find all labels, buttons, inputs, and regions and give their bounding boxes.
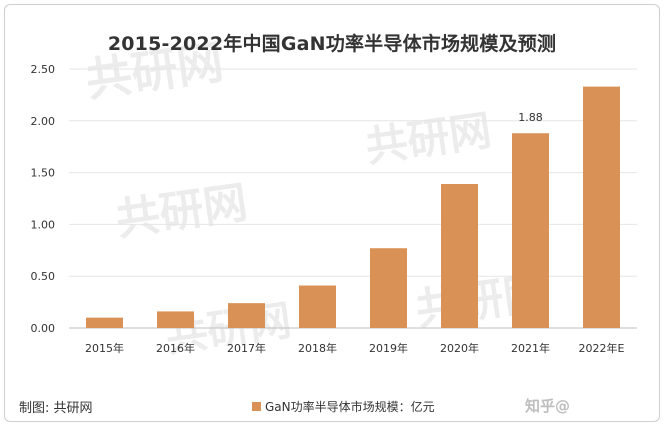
- y-tick-label: 2.50: [31, 63, 56, 76]
- bar: [583, 86, 620, 328]
- site-watermark: 知乎@ www.gonyn.com: [525, 397, 659, 421]
- y-tick-label: 2.00: [31, 115, 56, 128]
- x-tick-label: 2022年E: [579, 341, 625, 355]
- y-tick-label: 1.00: [31, 218, 56, 231]
- legend-label: GaN功率半导体市场规模：亿元: [265, 400, 435, 414]
- bar: [441, 183, 478, 328]
- chart-frame: 共研网 共研网 共研网 共研网 共研网 2015-2022年中国GaN功率半导体…: [4, 4, 660, 422]
- bar: [512, 133, 549, 328]
- bar-chart: 0.00 0.50 1.00 1.50 2.00 2.50 2015年 2016年 2017年 2…: [31, 63, 637, 355]
- legend: GaN功率半导体市场规模：亿元: [252, 398, 435, 415]
- bar: [228, 303, 265, 328]
- bar: [157, 311, 194, 328]
- x-tick-label: 2021年: [511, 341, 550, 355]
- y-tick-label: 0.50: [31, 270, 56, 283]
- x-tick-label: 2017年: [227, 341, 266, 355]
- x-tick-label: 2020年: [440, 341, 479, 355]
- bar: [86, 317, 123, 328]
- x-tick-label: 2018年: [298, 341, 337, 355]
- chart-title: 2015-2022年中国GaN功率半导体市场规模及预测: [107, 33, 557, 55]
- legend-swatch: [252, 402, 261, 411]
- y-tick-label: 1.50: [31, 167, 56, 180]
- bar: [370, 248, 407, 328]
- x-tick-label: 2016年: [156, 341, 195, 355]
- x-tick-label: 2019年: [369, 341, 408, 355]
- y-tick-label: 0.00: [31, 322, 56, 335]
- data-label: 1.88: [518, 111, 543, 124]
- x-tick-label: 2015年: [85, 341, 124, 355]
- source-note: 制图: 共研网: [19, 401, 93, 416]
- bar: [299, 285, 336, 328]
